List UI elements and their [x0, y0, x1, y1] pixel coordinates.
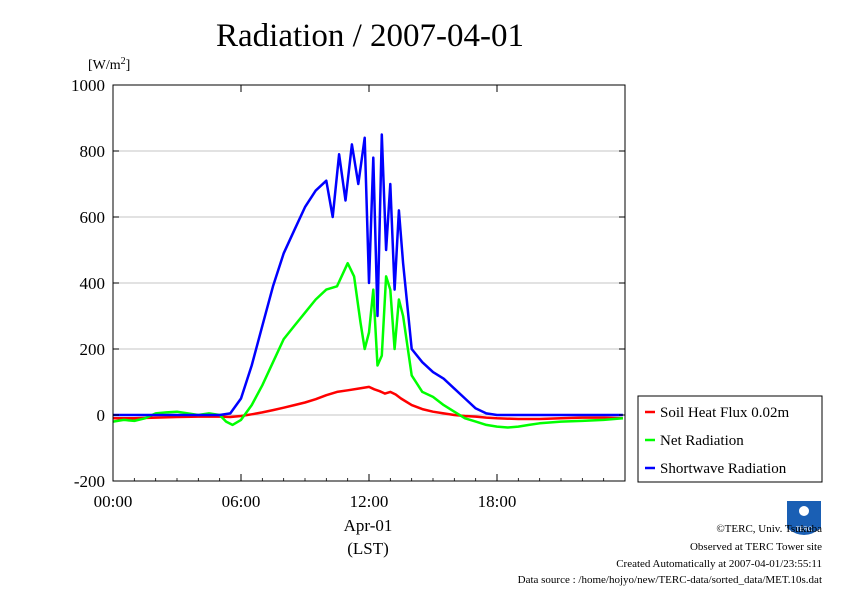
chart-title: Radiation / 2007-04-01 — [216, 18, 524, 54]
legend-label: Shortwave Radiation — [660, 461, 787, 477]
y-tick-label: 800 — [80, 142, 106, 161]
y-tick-label: 400 — [80, 274, 106, 293]
terc-logo: TERC — [787, 501, 821, 535]
y-tick-label: -200 — [74, 472, 105, 491]
y-tick-label: 200 — [80, 340, 106, 359]
x-tick-label: 00:00 — [94, 492, 133, 511]
x-tick-label: 18:00 — [478, 492, 517, 511]
x-tick-label: 06:00 — [222, 492, 261, 511]
credit-source: Data source : /home/hojyo/new/TERC-data/… — [518, 574, 822, 586]
series-layer — [112, 133, 624, 429]
y-unit-label: [W/m2] — [88, 56, 130, 73]
y-tick-label: 1000 — [71, 76, 105, 95]
y-tick-label: 0 — [97, 406, 106, 425]
axis-layer: -200 0 200 400 600 800 1000 00:00 06:00 12:00 18:0… — [71, 76, 625, 511]
credit-created: Created Automatically at 2007-04-01/23:5… — [616, 558, 822, 570]
legend-label: Soil Heat Flux 0.02m — [660, 405, 790, 421]
x-tick-label: 12:00 — [350, 492, 389, 511]
credit-copyright: ©TERC, Univ. Tsukuba — [716, 523, 822, 535]
credit-observed: Observed at TERC Tower site — [690, 541, 822, 553]
terc-logo-text: TERC — [796, 527, 813, 533]
x-axis-unit-label: (LST) — [347, 539, 389, 558]
y-tick-label: 600 — [80, 208, 106, 227]
legend-label: Net Radiation — [660, 433, 744, 449]
terc-logo-tower-icon — [799, 506, 809, 516]
legend: Soil Heat Flux 0.02m Net Radiation Shortwa… — [637, 395, 823, 483]
series-line-1 — [112, 261, 624, 429]
series-line-0 — [113, 385, 623, 421]
terc-logo-shield — [787, 501, 821, 535]
legend-box — [637, 395, 823, 483]
series-line-2 — [113, 133, 623, 417]
x-axis-date-label: Apr-01 — [344, 516, 393, 535]
